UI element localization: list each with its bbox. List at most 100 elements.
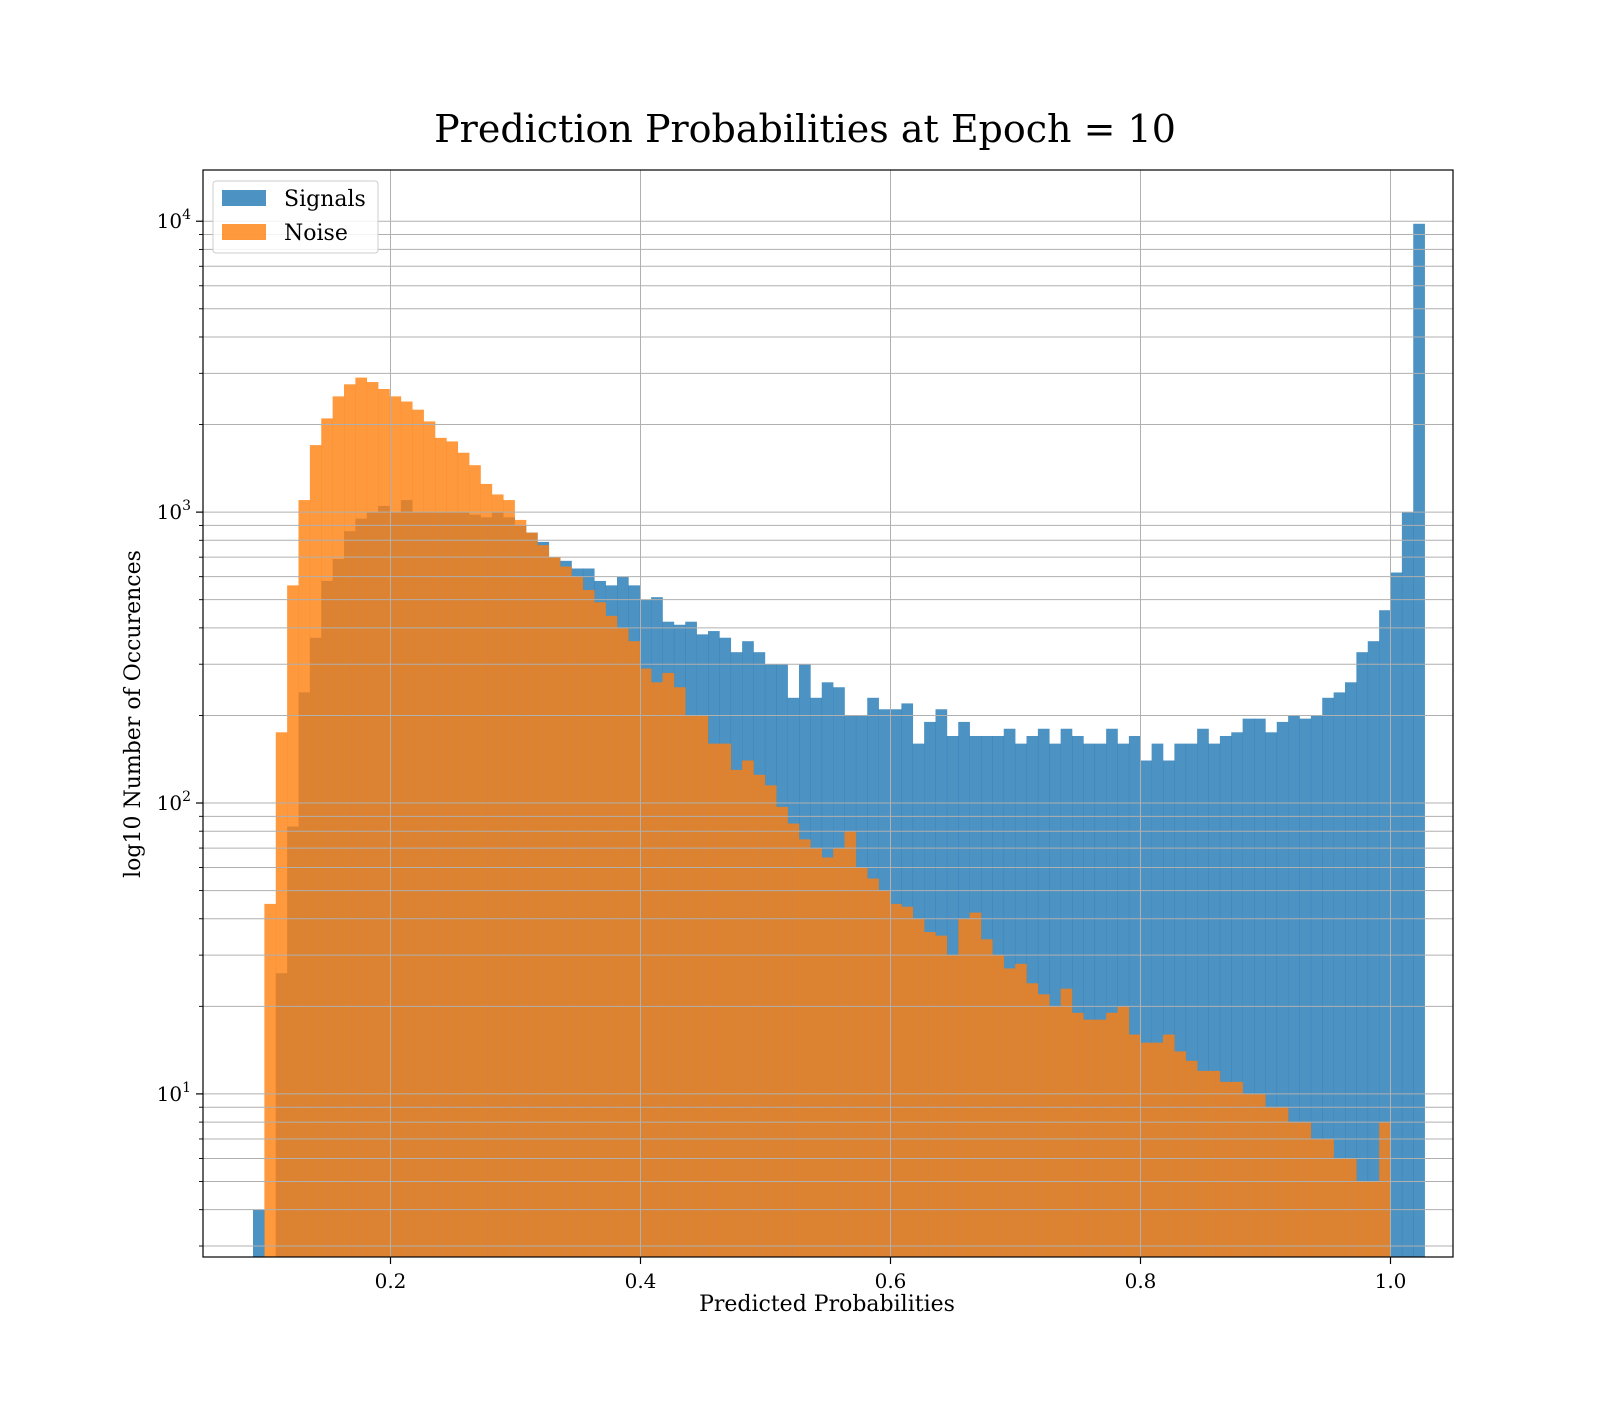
noise-bar-3 xyxy=(287,585,299,1257)
noise-bar-96 xyxy=(1345,1158,1357,1257)
signals-bar-73 xyxy=(1083,743,1096,1257)
noise-bar-15 xyxy=(423,421,436,1257)
noise-bar-32 xyxy=(617,627,629,1257)
legend-swatch-signals xyxy=(222,190,266,206)
noise-bar-2 xyxy=(275,732,288,1257)
noise-bar-39 xyxy=(696,715,709,1257)
signals-bar-76 xyxy=(1117,743,1130,1257)
noise-bar-42 xyxy=(730,769,743,1257)
noise-bar-26 xyxy=(548,557,561,1257)
noise-bar-52 xyxy=(844,831,857,1257)
noise-bar-68 xyxy=(1026,983,1039,1257)
noise-bar-4 xyxy=(298,500,311,1258)
noise-bar-76 xyxy=(1117,1006,1130,1257)
y-tick-label-2: 103 xyxy=(157,498,191,524)
signals-bar-79 xyxy=(1151,743,1164,1257)
signals-bar-77 xyxy=(1128,735,1141,1257)
noise-bar-59 xyxy=(924,932,936,1257)
noise-bar-81 xyxy=(1174,1051,1187,1257)
noise-bar-91 xyxy=(1288,1122,1300,1257)
noise-bar-18 xyxy=(457,452,470,1257)
legend-label-noise: Noise xyxy=(284,221,348,246)
noise-bar-58 xyxy=(912,918,925,1257)
noise-bar-46 xyxy=(776,806,788,1257)
signals-bar-72 xyxy=(1072,735,1084,1257)
signals-bar-94 xyxy=(1322,697,1334,1257)
signals-bar-98 xyxy=(1367,641,1380,1257)
plot-frame xyxy=(202,169,1454,1258)
noise-bar-20 xyxy=(480,483,493,1257)
signals-bar-99 xyxy=(1379,610,1391,1257)
noise-bar-90 xyxy=(1276,1107,1289,1257)
x-tick-label-0: 0.2 xyxy=(375,1269,407,1293)
signals-bar-0 xyxy=(253,1209,265,1257)
signals-bar-90 xyxy=(1276,721,1289,1257)
x-tick-label-1: 0.4 xyxy=(625,1269,657,1293)
noise-bar-17 xyxy=(446,441,459,1257)
signals-bar-69 xyxy=(1037,728,1050,1257)
y-tick-label-0: 101 xyxy=(157,1080,191,1106)
signals-bar-82 xyxy=(1185,743,1198,1257)
noise-bar-28 xyxy=(571,576,584,1257)
signals-bar-91 xyxy=(1288,715,1300,1257)
noise-bar-27 xyxy=(560,566,572,1257)
noise-bar-8 xyxy=(344,384,356,1257)
noise-bars xyxy=(264,377,1391,1258)
noise-bar-85 xyxy=(1219,1081,1232,1257)
y-tick-label-3: 104 xyxy=(157,207,191,233)
signals-bar-75 xyxy=(1106,728,1118,1257)
noise-bar-43 xyxy=(742,760,754,1257)
signals-bar-84 xyxy=(1208,743,1221,1257)
signals-bar-70 xyxy=(1049,743,1061,1257)
noise-bar-73 xyxy=(1083,1019,1096,1257)
noise-bar-44 xyxy=(753,774,766,1257)
noise-bar-33 xyxy=(628,641,641,1257)
x-tick-label-2: 0.6 xyxy=(875,1269,907,1293)
noise-bar-64 xyxy=(981,939,993,1257)
noise-bar-29 xyxy=(582,589,595,1257)
noise-bar-87 xyxy=(1242,1093,1255,1257)
noise-bar-7 xyxy=(332,396,345,1257)
noise-bar-89 xyxy=(1265,1107,1278,1257)
noise-bar-83 xyxy=(1197,1070,1209,1257)
noise-bar-88 xyxy=(1254,1093,1266,1257)
noise-bar-6 xyxy=(321,418,333,1257)
noise-bar-54 xyxy=(867,878,879,1257)
signals-bar-86 xyxy=(1231,732,1243,1257)
y-axis-label: log10 Number of Occurences xyxy=(121,550,146,878)
noise-bar-56 xyxy=(890,903,902,1257)
signals-bar-95 xyxy=(1333,692,1346,1257)
noise-bar-24 xyxy=(526,532,538,1257)
noise-bar-94 xyxy=(1322,1138,1334,1257)
noise-bar-36 xyxy=(662,672,675,1257)
noise-bar-97 xyxy=(1356,1181,1369,1257)
noise-bar-49 xyxy=(810,848,823,1257)
signals-bar-74 xyxy=(1094,743,1107,1257)
noise-bar-53 xyxy=(855,867,868,1257)
grid-lines xyxy=(203,170,1453,1257)
signals-bar-93 xyxy=(1310,715,1323,1257)
signals-bar-100 xyxy=(1390,572,1403,1257)
signals-bar-78 xyxy=(1140,760,1152,1257)
y-axis-ticks: 101 102 103 104 xyxy=(157,207,203,1247)
y-tick-label-1: 102 xyxy=(157,789,191,815)
noise-bar-74 xyxy=(1094,1019,1107,1257)
noise-bar-61 xyxy=(946,955,959,1257)
signals-bar-102 xyxy=(1413,223,1425,1257)
legend-swatch-noise xyxy=(222,224,266,240)
noise-bar-34 xyxy=(639,668,652,1257)
noise-bar-98 xyxy=(1367,1181,1380,1257)
noise-bar-13 xyxy=(400,401,413,1257)
noise-bar-37 xyxy=(673,687,686,1257)
x-axis-label: Predicted Probabilities xyxy=(699,1292,955,1317)
noise-bar-62 xyxy=(958,918,970,1257)
noise-bar-30 xyxy=(594,602,606,1257)
noise-bar-63 xyxy=(969,912,982,1257)
signals-bar-81 xyxy=(1174,743,1187,1257)
noise-bar-5 xyxy=(309,445,322,1258)
noise-bar-23 xyxy=(514,519,527,1257)
noise-bar-79 xyxy=(1151,1042,1164,1257)
noise-bar-66 xyxy=(1003,968,1016,1257)
noise-bar-41 xyxy=(719,743,732,1257)
